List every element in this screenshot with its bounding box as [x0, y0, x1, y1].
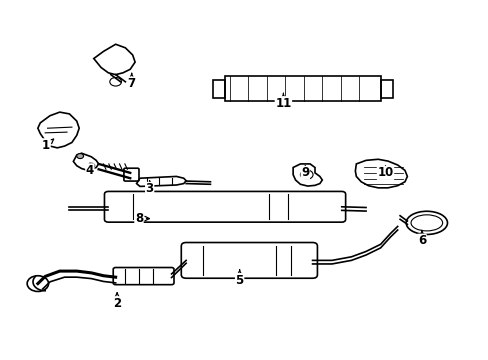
Text: 9: 9 [301, 166, 309, 179]
Circle shape [88, 163, 95, 168]
Text: 5: 5 [235, 270, 243, 287]
Text: 3: 3 [145, 181, 153, 195]
Text: 1: 1 [42, 139, 54, 152]
Text: 7: 7 [127, 73, 136, 90]
Circle shape [77, 154, 83, 158]
Text: 2: 2 [113, 293, 121, 310]
Text: 10: 10 [377, 166, 393, 179]
Text: 8: 8 [135, 212, 149, 225]
Text: 6: 6 [417, 231, 425, 247]
Text: 4: 4 [85, 163, 94, 177]
Text: 11: 11 [275, 93, 291, 110]
